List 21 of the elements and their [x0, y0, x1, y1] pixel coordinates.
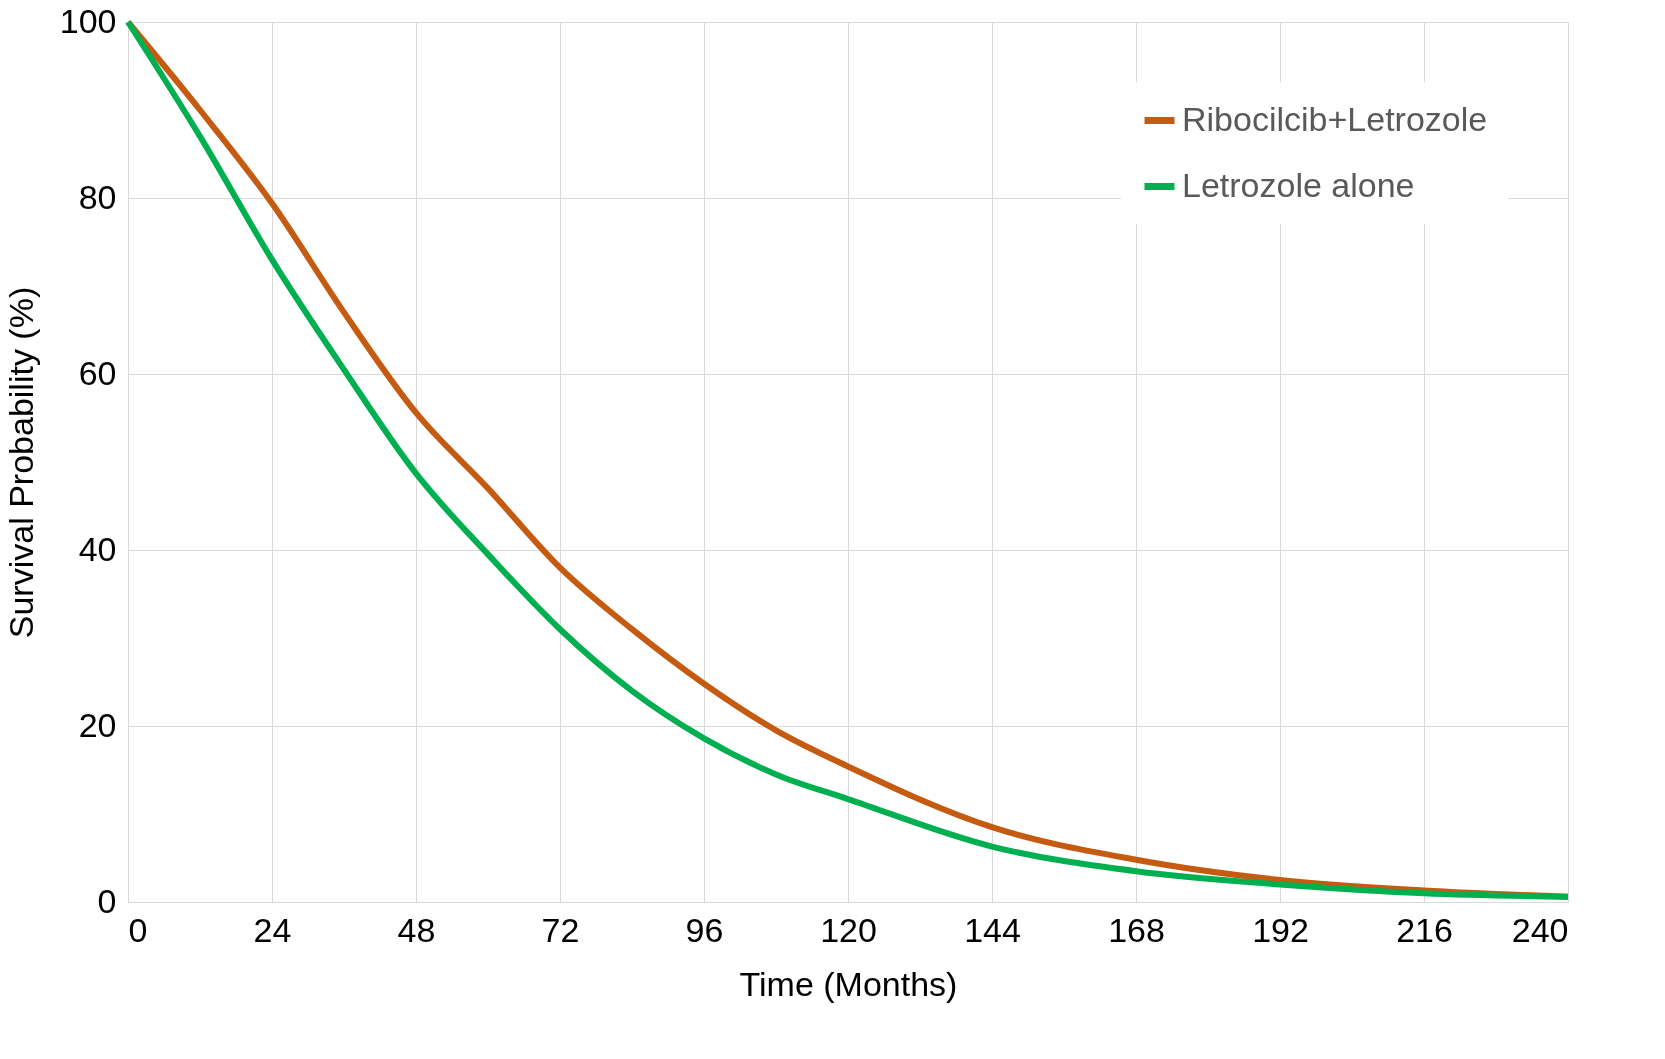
- y-tick-label: 100: [59, 1, 117, 40]
- x-tick-label: 0: [128, 910, 148, 949]
- x-tick-label: 120: [820, 910, 877, 949]
- x-tick-label: 48: [397, 910, 436, 949]
- legend-label: Ribocilcib+Letrozole: [1182, 99, 1488, 138]
- x-tick-label: 168: [1108, 910, 1165, 949]
- x-axis-title: Time (Months): [739, 964, 958, 1003]
- x-tick-label: 216: [1396, 910, 1453, 949]
- legend-label: Letrozole alone: [1182, 165, 1415, 204]
- y-tick-label: 40: [78, 529, 117, 568]
- y-tick-label: 80: [78, 177, 117, 216]
- x-tick-label: 240: [1511, 910, 1569, 949]
- x-tick-label: 24: [253, 910, 292, 949]
- y-tick-label: 60: [78, 353, 117, 392]
- x-tick-label: 192: [1252, 910, 1309, 949]
- x-tick-label: 72: [541, 910, 580, 949]
- y-tick-label: 20: [78, 705, 117, 744]
- y-tick-label: 0: [97, 881, 117, 920]
- y-axis-title: Survival Probability (%): [1, 286, 40, 639]
- x-tick-label: 96: [685, 910, 724, 949]
- x-tick-label: 144: [964, 910, 1021, 949]
